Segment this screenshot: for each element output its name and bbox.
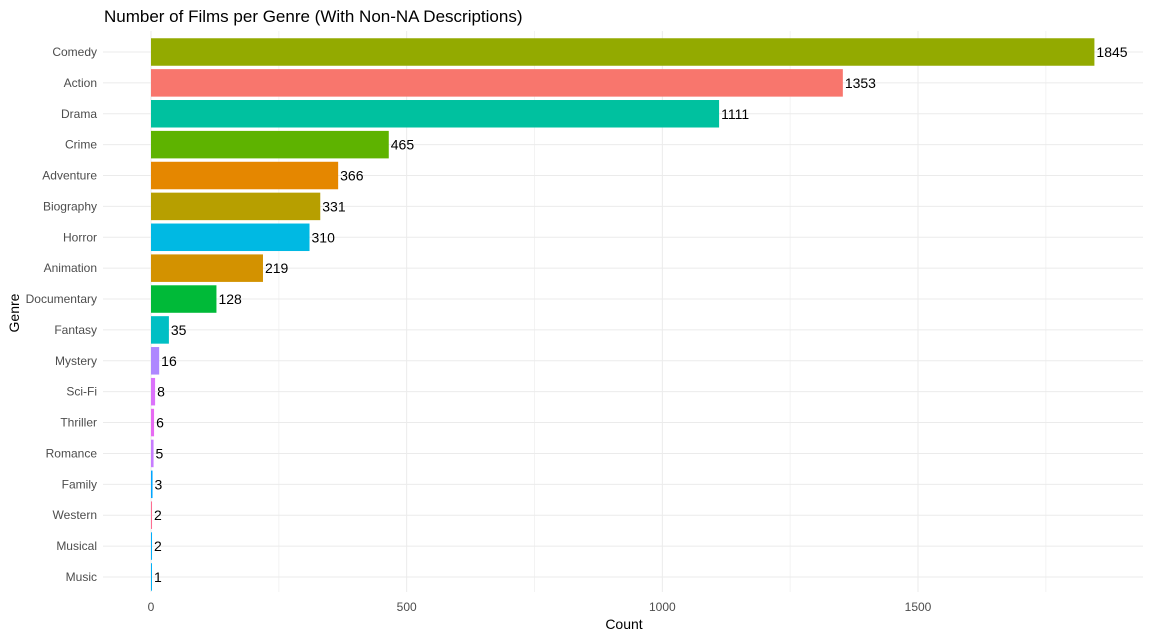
data-label: 8 (157, 384, 165, 400)
y-tick-label: Crime (65, 138, 97, 152)
data-label: 35 (171, 322, 187, 338)
data-label: 219 (265, 260, 289, 276)
y-tick-label: Fantasy (54, 323, 97, 337)
bar-musical (151, 532, 153, 560)
bar-thriller (151, 408, 155, 437)
y-tick-label: Romance (46, 446, 98, 460)
y-axis-title: Genre (6, 293, 22, 332)
bar-western (151, 501, 153, 529)
y-tick-label: Drama (61, 107, 97, 121)
y-tick-label: Animation (44, 261, 97, 275)
y-tick-label: Western (53, 508, 97, 522)
bar-music (151, 563, 152, 591)
data-label: 128 (218, 291, 242, 307)
y-tick-label: Sci-Fi (66, 385, 97, 399)
bar-adventure (151, 161, 339, 190)
data-label: 3 (155, 476, 163, 492)
y-tick-label: Family (62, 477, 97, 491)
y-tick-label: Comedy (52, 45, 97, 59)
bar-action (151, 69, 843, 97)
bar-comedy (151, 38, 1095, 66)
y-tick-label: Biography (43, 199, 97, 213)
data-label: 1353 (845, 75, 876, 91)
y-tick-label: Adventure (42, 169, 97, 183)
y-tick-label: Horror (63, 230, 97, 244)
x-tick-label: 500 (397, 600, 417, 614)
y-axis-ticks: Comedy Action Drama Crime Adventure Biography… (26, 45, 98, 584)
y-tick-label: Musical (56, 539, 97, 553)
x-axis-title: Count (605, 616, 642, 632)
y-tick-label: Music (66, 570, 97, 584)
data-label: 5 (156, 445, 164, 461)
data-label: 1111 (721, 106, 749, 122)
bar-drama (151, 100, 720, 128)
bars (151, 38, 1095, 591)
bar-mystery (151, 347, 160, 375)
bar-horror (151, 223, 310, 252)
bar-crime (151, 130, 389, 159)
bar-documentary (151, 285, 217, 313)
bar-animation (151, 254, 263, 282)
data-label: 2 (154, 507, 162, 523)
data-labels: 1845 1353 1111 465 366 331 310 219 128 35 16 8 6 5 3 2 2… (154, 44, 1128, 585)
data-label: 465 (391, 137, 415, 153)
bar-fantasy (151, 316, 169, 344)
data-label: 331 (322, 198, 346, 214)
data-label: 2 (154, 538, 162, 554)
bar-biography (151, 192, 321, 221)
bar-sci-fi (151, 377, 156, 406)
bar-romance (151, 439, 154, 468)
data-label: 1 (154, 569, 162, 585)
x-axis-ticks: 0 500 1000 1500 (148, 600, 932, 614)
data-label: 1845 (1096, 44, 1127, 60)
data-label: 366 (340, 168, 364, 184)
y-tick-label: Mystery (55, 354, 97, 368)
y-tick-label: Thriller (60, 416, 97, 430)
bar-family (151, 470, 153, 499)
x-tick-label: 1000 (649, 600, 676, 614)
data-label: 6 (156, 415, 164, 431)
x-tick-label: 1500 (905, 600, 932, 614)
data-label: 310 (312, 229, 336, 245)
x-tick-label: 0 (148, 600, 155, 614)
data-label: 16 (161, 353, 177, 369)
chart-title: Number of Films per Genre (With Non-NA D… (104, 7, 523, 26)
y-tick-label: Documentary (26, 292, 97, 306)
y-tick-label: Action (64, 76, 97, 90)
